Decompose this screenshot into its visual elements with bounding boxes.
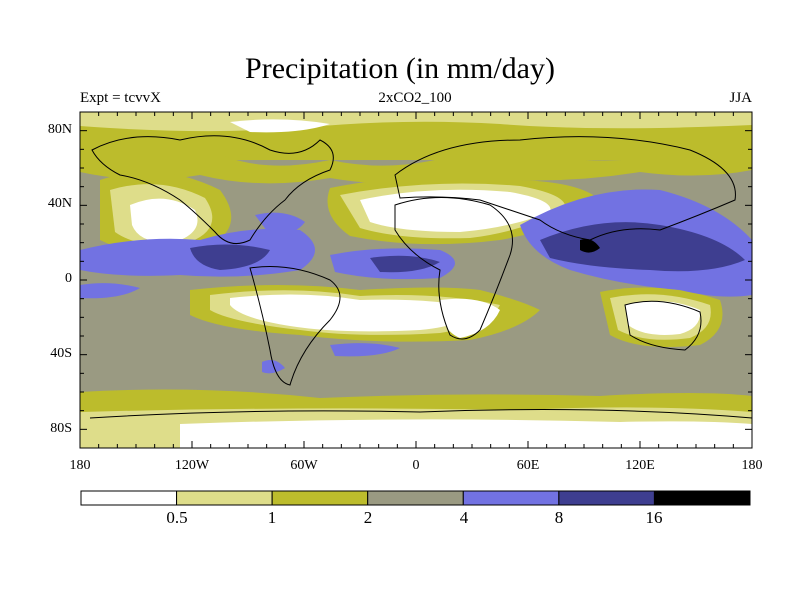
caribbean-wet (255, 212, 305, 236)
colorbar-swatch (271, 490, 369, 506)
indian-ocean-heavy-rain (540, 222, 745, 272)
lat-label-40n: 40N (47, 196, 72, 211)
australia-outline (624, 300, 702, 351)
north-america-outline (91, 135, 334, 245)
colorbar-label: 0.5 (166, 508, 188, 527)
south-atlantic-dry-core (230, 294, 480, 332)
lon-label-0: 0 (412, 458, 420, 473)
lon-label-120e: 120E (625, 458, 655, 473)
sahara-dry-core (360, 189, 551, 232)
axis-ticks (79, 111, 753, 449)
antarctic-dry-core (180, 419, 752, 448)
africa-outline (394, 197, 513, 340)
bay-of-bengal-extreme-rain (580, 239, 600, 253)
lat-label-80s: 80S (50, 421, 72, 436)
colorbar-swatch (558, 490, 655, 506)
coastlines (89, 135, 753, 419)
colorbar-swatch (367, 490, 464, 506)
lon-label-60e: 60E (516, 458, 540, 473)
lon-label-180e: 180 (741, 458, 763, 473)
lon-label-60w: 60W (290, 458, 318, 473)
colorbar-swatch (176, 490, 273, 506)
lat-label-40s: 40S (50, 346, 72, 361)
antarctica-outline (89, 409, 753, 419)
lon-label-180w: 180 (69, 458, 91, 473)
lat-label-80n: 80N (47, 122, 72, 137)
north-pacific-dry-core (130, 198, 198, 243)
colorbar-swatch (80, 490, 178, 506)
southern-africa-dry-core (440, 298, 500, 338)
lat-label-0: 0 (65, 271, 72, 286)
south-america-outline (249, 266, 341, 386)
map-title: Precipitation (in mm/day) (245, 52, 555, 85)
eurasia-outline (394, 136, 736, 241)
colorbar-swatch (462, 490, 560, 506)
australia-dry-core (625, 301, 701, 335)
subarctic-band (80, 150, 752, 184)
east-pacific-heavy-rain (190, 244, 270, 270)
south-atlantic-wet (330, 343, 400, 357)
colorbar-label: 4 (459, 508, 469, 527)
arctic-dry-patch (230, 119, 330, 133)
season-label: JJA (729, 90, 752, 106)
run-label: 2xCO2_100 (378, 90, 452, 106)
colorbar-label: 16 (645, 508, 663, 527)
lon-label-120w: 120W (174, 458, 210, 473)
colorbar-swatch (653, 490, 751, 506)
colorbar-label: 2 (363, 508, 373, 527)
colorbar-label: 1 (267, 508, 277, 527)
east-pacific-wet (80, 283, 140, 299)
colorbar-label: 8 (554, 508, 564, 527)
experiment-label: Expt = tcvvX (80, 90, 161, 106)
colorbar (80, 490, 751, 506)
